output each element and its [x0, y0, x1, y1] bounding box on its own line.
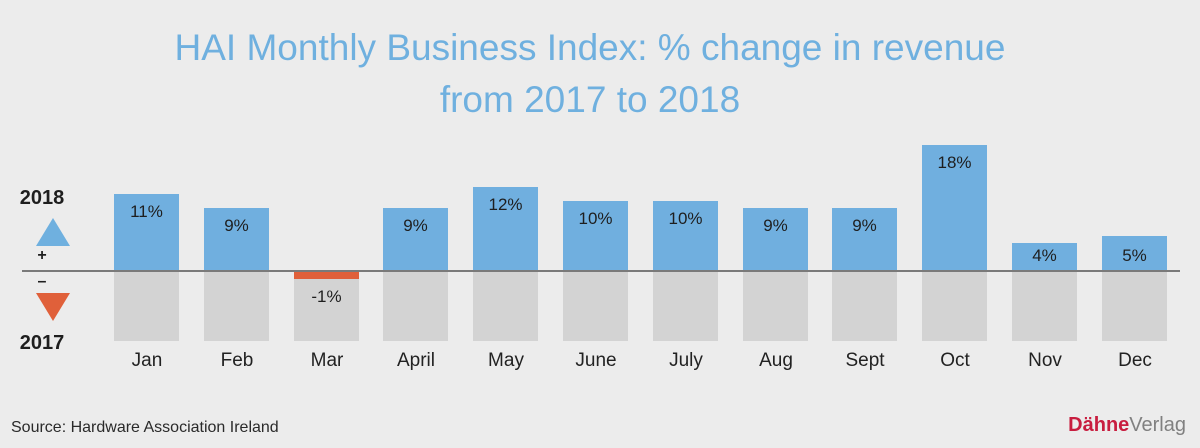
bar-sept	[832, 208, 897, 271]
bar-background-2017	[743, 272, 808, 341]
month-label: Sept	[845, 350, 885, 371]
legend-year-2018: 2018	[19, 187, 65, 209]
bar-jan	[114, 194, 179, 271]
bar-background-2017	[563, 272, 628, 341]
zero-baseline	[22, 270, 1180, 272]
month-label: Oct	[940, 350, 970, 371]
month-label: Mar	[310, 350, 344, 371]
bar-value-label: 10%	[578, 209, 613, 228]
bar-value-label: 9%	[763, 216, 788, 235]
bar-april	[383, 208, 448, 271]
month-label: May	[488, 350, 524, 371]
up-triangle-icon	[36, 218, 70, 246]
chart-title-line1: HAI Monthly Business Index: % change in …	[174, 27, 1006, 68]
plus-sign: +	[37, 247, 47, 264]
bar-oct	[922, 145, 987, 271]
bar-background-2017	[1102, 272, 1167, 341]
down-triangle-icon	[36, 293, 70, 321]
month-label: Jan	[131, 350, 163, 371]
bar-value-label: 10%	[668, 209, 703, 228]
month-label: July	[669, 350, 703, 371]
bar-value-label: 9%	[224, 216, 249, 235]
bar-value-label: 12%	[488, 195, 523, 214]
bar-background-2017	[653, 272, 718, 341]
month-label: Nov	[1028, 350, 1062, 371]
bar-background-2017	[294, 272, 359, 341]
bar-background-2017	[114, 272, 179, 341]
bar-background-2017	[383, 272, 448, 341]
bar-background-2017	[473, 272, 538, 341]
bar-background-2017	[832, 272, 897, 341]
source-note: Source: Hardware Association Ireland	[11, 419, 279, 436]
bar-background-2017	[1012, 272, 1077, 341]
month-label: Dec	[1118, 350, 1152, 371]
month-label: April	[396, 350, 435, 371]
bar-value-label: -1%	[311, 287, 342, 306]
month-label: Aug	[759, 350, 793, 371]
bar-july	[653, 201, 718, 271]
bar-may	[473, 187, 538, 271]
bar-june	[563, 201, 628, 271]
brand-bold: Dähne	[1068, 414, 1130, 436]
brand-light: Verlag	[1129, 414, 1186, 436]
publisher-logo: DähneVerlag	[1068, 414, 1186, 437]
bar-dec	[1102, 236, 1167, 271]
legend-year-2017: 2017	[19, 332, 65, 354]
chart-title-line2: from 2017 to 2018	[439, 79, 741, 120]
bar-value-label: 18%	[937, 153, 972, 172]
bar-value-label: 9%	[852, 216, 877, 235]
bar-value-label: 9%	[403, 216, 428, 235]
bar-background-2017	[204, 272, 269, 341]
bar-value-label: 5%	[1122, 246, 1147, 265]
bar-aug	[743, 208, 808, 271]
bar-value-label: 4%	[1032, 246, 1057, 265]
bar-nov	[1012, 243, 1077, 271]
bar-mar	[294, 272, 359, 279]
bar-background-2017	[922, 272, 987, 341]
minus-sign: –	[37, 273, 47, 290]
bar-value-label: 11%	[130, 202, 163, 221]
month-label: June	[575, 350, 617, 371]
bar-feb	[204, 208, 269, 271]
month-label: Feb	[220, 350, 254, 371]
